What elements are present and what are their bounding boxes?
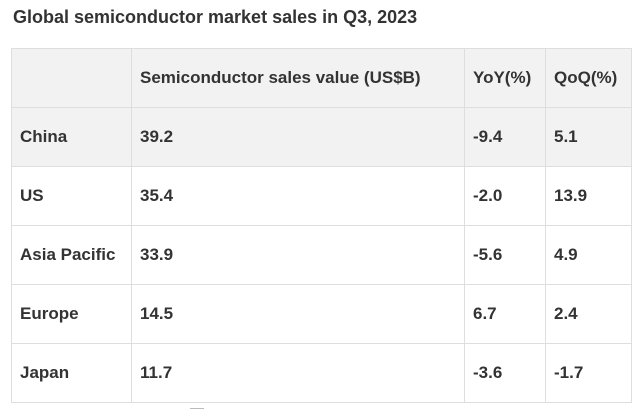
region-cell: China [11,107,132,167]
yoy-cell: 6.7 [464,284,546,344]
qoq-cell: -1.7 [545,343,632,403]
table-row: US 35.4 -2.0 13.9 [11,166,632,226]
sales-cell: 11.7 [131,343,465,403]
qoq-cell: 4.9 [545,225,632,285]
cropped-text-fragment [190,408,204,411]
region-cell: Japan [11,343,132,403]
sales-cell: 33.9 [131,225,465,285]
table-row: Europe 14.5 6.7 2.4 [11,284,632,344]
table-row: Japan 11.7 -3.6 -1.7 [11,343,632,403]
header-row: Semiconductor sales value (US$B) YoY(%) … [11,48,632,108]
qoq-cell: 13.9 [545,166,632,226]
table-row: Asia Pacific 33.9 -5.6 4.9 [11,225,632,285]
header-sales-value: Semiconductor sales value (US$B) [131,48,465,108]
yoy-cell: -9.4 [464,107,546,167]
cropped-footer-text [160,404,240,411]
header-qoq: QoQ(%) [545,48,632,108]
header-corner-cell [11,48,132,108]
yoy-cell: -5.6 [464,225,546,285]
yoy-cell: -2.0 [464,166,546,226]
page-title: Global semiconductor market sales in Q3,… [13,7,418,27]
table-header: Semiconductor sales value (US$B) YoY(%) … [11,48,632,108]
sales-table: Semiconductor sales value (US$B) YoY(%) … [11,48,632,403]
region-cell: Asia Pacific [11,225,132,285]
region-cell: US [11,166,132,226]
table-body: China 39.2 -9.4 5.1 US 35.4 -2.0 13.9 As… [11,107,632,403]
header-yoy: YoY(%) [464,48,546,108]
yoy-cell: -3.6 [464,343,546,403]
qoq-cell: 5.1 [545,107,632,167]
table-row: China 39.2 -9.4 5.1 [11,107,632,167]
region-cell: Europe [11,284,132,344]
sales-cell: 39.2 [131,107,465,167]
qoq-cell: 2.4 [545,284,632,344]
sales-cell: 14.5 [131,284,465,344]
sales-cell: 35.4 [131,166,465,226]
